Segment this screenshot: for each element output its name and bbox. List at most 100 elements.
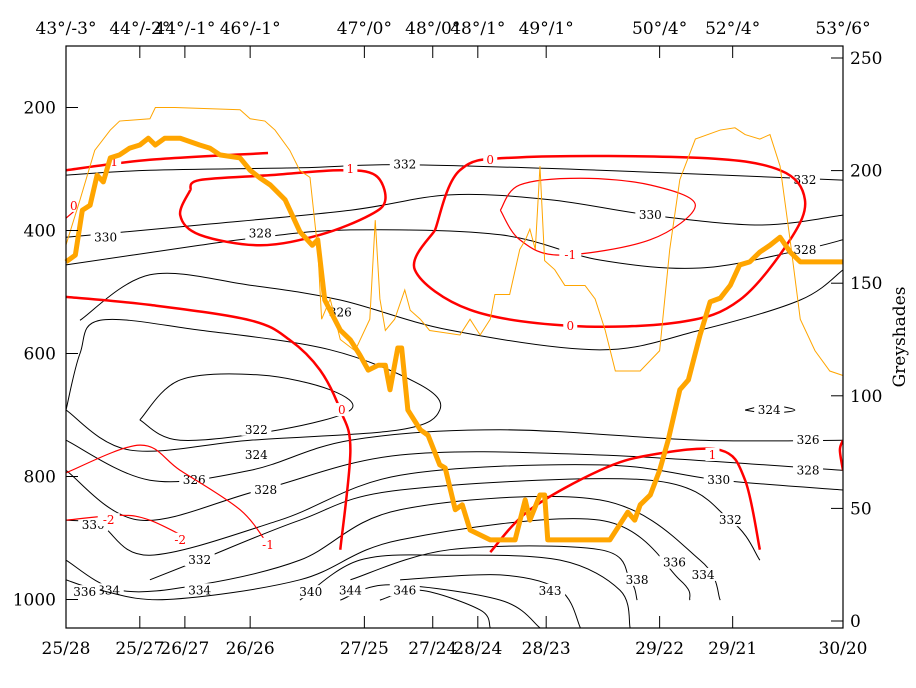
- pv-label-bg: [97, 513, 120, 527]
- pv-label-bg: [483, 152, 498, 166]
- theta-contour-label: 328: [254, 483, 277, 497]
- pv-label-bg: [334, 403, 349, 417]
- theta-contour-label: 343: [539, 584, 562, 598]
- y2-tick-label: 100: [850, 387, 882, 407]
- theta-contour-label: 336: [663, 556, 686, 570]
- station-top-label: 43°/-3°: [36, 19, 97, 39]
- theta-label-bg: [184, 553, 215, 567]
- station-top-label: 53°/6°: [815, 19, 870, 39]
- pv-contour-label: -1: [262, 538, 274, 552]
- station-top-label: 48°/1°: [450, 19, 505, 39]
- theta-contour-336: [66, 518, 691, 601]
- theta-contour-326: [79, 269, 843, 351]
- theta-contour-label: 328: [793, 243, 816, 257]
- pv-contour-0: [412, 154, 807, 328]
- pv-contour-label: 1: [709, 448, 717, 462]
- pv-contour-1: [178, 168, 387, 247]
- theta-contour-label: 332: [393, 158, 416, 172]
- y2-tick-label: 50: [850, 499, 872, 519]
- pv-label-bg: [169, 532, 192, 546]
- theta-contour-label: 338: [626, 573, 649, 587]
- theta-contour-332: [66, 164, 843, 181]
- theta-contour-label: 332: [188, 553, 211, 567]
- theta-contour-label: 324: [245, 448, 268, 462]
- theta-label-bg: [789, 243, 820, 257]
- station-bottom-label: 26/27: [160, 639, 209, 659]
- series-layer: [64, 107, 844, 543]
- pv-contour-label: -2: [103, 513, 115, 527]
- theta-contour-label: 328: [249, 227, 272, 241]
- theta-contour-label: 346: [393, 583, 416, 597]
- theta-label-bg: [184, 583, 215, 597]
- theta-label-bg: [703, 473, 734, 487]
- theta-contour-label: 344: [339, 583, 362, 597]
- pv-label-bg: [559, 248, 582, 262]
- pv-contour-label: 0: [70, 199, 78, 213]
- theta-label-bg: [90, 230, 121, 244]
- theta-contour-326: [66, 429, 843, 483]
- pv-contour-label: 1: [110, 155, 118, 169]
- theta-contour-label: 340: [299, 585, 322, 599]
- theta-contour-328: [66, 229, 843, 269]
- station-bottom-label: 28/23: [522, 639, 571, 659]
- y2-tick-label: 200: [850, 162, 882, 182]
- station-bottom-label: 26/26: [226, 639, 275, 659]
- station-top-label: 44°/-1°: [154, 19, 215, 39]
- theta-contour-344: [340, 584, 541, 628]
- station-bottom-label: 29/22: [635, 639, 684, 659]
- theta-label-bg: [241, 447, 272, 461]
- y-tick-label: 600: [24, 345, 56, 365]
- pv-label-bg: [343, 162, 358, 176]
- theta-contour-328: [66, 451, 843, 521]
- theta-label-bg: [659, 555, 690, 569]
- station-bottom-label: 27/24: [408, 639, 457, 659]
- theta-contour-label: 330: [707, 473, 730, 487]
- theta-contour-label: 332: [719, 513, 742, 527]
- theta-label-bg: [93, 583, 124, 597]
- theta-label-bg: [69, 585, 100, 599]
- theta-contour-334: [66, 495, 721, 601]
- theta-contour-343: [400, 574, 581, 628]
- pv-contour-1: [66, 151, 269, 172]
- thick-series-line: [64, 135, 843, 543]
- station-top-label: 52°/4°: [705, 19, 760, 39]
- pv-contour-1: [489, 447, 762, 554]
- y-tick-label: 1000: [13, 591, 56, 611]
- theta-label-bg: [793, 463, 824, 477]
- theta-label-bg: [335, 583, 366, 597]
- station-bottom-label: 30/20: [819, 639, 868, 659]
- pv-contour-label: -2: [174, 533, 186, 547]
- station-bottom-label: 25/27: [115, 639, 164, 659]
- pv-label-bg: [257, 537, 280, 551]
- theta-label-bg: [622, 572, 653, 586]
- y-tick-label: 200: [24, 99, 56, 119]
- y2-axis-label: Greyshades: [890, 287, 910, 388]
- pv-contour--1: [499, 177, 696, 256]
- theta-contour-label: 330: [94, 230, 117, 244]
- pv-contour-0: [66, 295, 352, 550]
- contours-layer: 3323323303303283283263223243263263283283…: [66, 151, 843, 628]
- theta-label-bg: [245, 226, 276, 240]
- theta-contour-330: [66, 193, 843, 238]
- theta-label-bg: [389, 157, 420, 171]
- plot-frame: [65, 45, 844, 629]
- theta-label-bg: [241, 422, 272, 436]
- station-top-label: 50°/4°: [632, 19, 687, 39]
- station-bottom-label: 27/25: [340, 639, 389, 659]
- station-top-label: 46°/-1°: [220, 19, 281, 39]
- station-top-label: 47°/0°: [337, 19, 392, 39]
- pv-label-bg: [563, 318, 578, 332]
- y2-tick-label: 250: [850, 49, 882, 69]
- theta-contour-324: [66, 318, 442, 452]
- theta-contour-label: 322: [245, 423, 268, 437]
- station-bottom-label: 28/24: [453, 639, 502, 659]
- theta-contour-label: 328: [797, 463, 820, 477]
- station-top-label: 44°/-2°: [109, 19, 170, 39]
- pv-contour-label: 1: [347, 162, 355, 176]
- pv-label-bg: [705, 447, 720, 461]
- theta-label-bg: [688, 567, 719, 581]
- y-tick-label: 800: [24, 468, 56, 488]
- pv-contour-label: -1: [564, 248, 576, 262]
- theta-contour-340: [299, 554, 631, 628]
